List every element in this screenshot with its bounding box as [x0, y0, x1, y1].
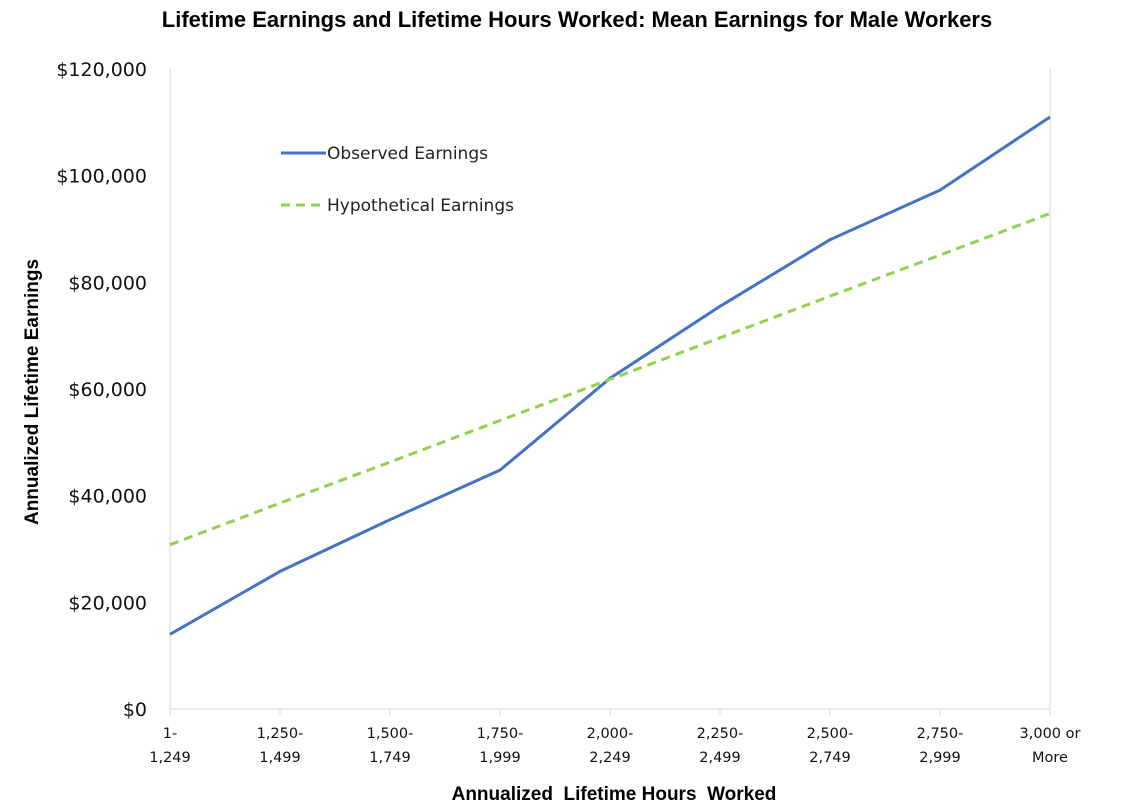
series-lines — [169, 115, 1051, 636]
series-line-hypothetical-earnings — [169, 212, 1051, 547]
x-tick-label: 2,000-2,249 — [587, 726, 634, 766]
legend: Observed Earnings Hypothetical Earnings — [281, 144, 514, 216]
y-tick-label: $0 — [123, 699, 147, 721]
legend-label-hypothetical: Hypothetical Earnings — [327, 196, 514, 216]
x-tick-label: 3,000 or More — [1020, 726, 1081, 766]
x-tick-label: 1,750-1,999 — [477, 726, 524, 766]
x-tick-label: 2,500-2,749 — [807, 726, 854, 766]
y-axis-ticks: $0 $20,000 $40,000 $60,000 $80,000 $100,000 $1… — [56, 59, 147, 721]
legend-label-observed: Observed Earnings — [327, 144, 488, 164]
x-tick-label: 1,250-1,499 — [257, 726, 304, 766]
y-tick-label: $40,000 — [68, 486, 147, 508]
x-tick-label: 2,250-2,499 — [697, 726, 744, 766]
y-tick-label: $100,000 — [56, 166, 147, 188]
chart-title: Lifetime Earnings and Lifetime Hours Wor… — [162, 7, 992, 32]
x-tick-label: 1-1,249 — [149, 726, 191, 766]
y-axis-label: Annualized Lifetime Earnings — [22, 259, 43, 525]
x-tick-label: 1,500-1,749 — [367, 726, 414, 766]
x-tick-label: 2,750-2,999 — [917, 726, 964, 766]
x-axis-ticks: 1-1,249 1,250-1,499 1,500-1,749 1,750-1,999… — [149, 709, 1081, 766]
y-tick-label: $20,000 — [68, 592, 147, 614]
y-tick-label: $120,000 — [56, 59, 147, 81]
series-line-observed-earnings — [169, 115, 1051, 636]
y-tick-label: $60,000 — [68, 379, 147, 401]
x-axis-label: Annualized Lifetime Hours Worked — [452, 784, 777, 805]
y-tick-label: $80,000 — [68, 272, 147, 294]
